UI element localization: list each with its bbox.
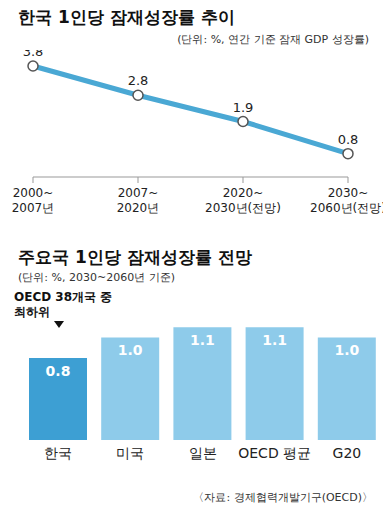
- html-text:한국 1인당 잠재성장률 추이: 한국 1인당 잠재성장률 추이: [18, 7, 235, 27]
- svg-text:0.8: 0.8: [46, 363, 71, 379]
- svg-text:2030~2060년(전망): 2030~2060년(전망): [310, 186, 375, 215]
- svg-text:3.8: 3.8: [23, 50, 44, 59]
- svg-text:G20: G20: [333, 445, 362, 461]
- svg-text:1.0: 1.0: [118, 342, 143, 358]
- svg-text:2.8: 2.8: [128, 73, 149, 88]
- html-text:주요국 1인당 잠재성장률 전망: 주요국 1인당 잠재성장률 전망: [18, 247, 252, 267]
- svg-text:미국: 미국: [116, 445, 144, 461]
- svg-text:0.8: 0.8: [338, 132, 359, 147]
- html-text:〈자료: 경제협력개발기구(OECD)〉: 〈자료: 경제협력개발기구(OECD)〉: [193, 491, 373, 504]
- svg-text:2000~2007년: 2000~2007년: [12, 186, 55, 215]
- svg-text:OECD 평균: OECD 평균: [238, 445, 311, 461]
- svg-text:2007~2020년: 2007~2020년: [117, 186, 160, 215]
- html-text:(단위: %, 연간 기준 잠재 GDP 성장률): (단위: %, 연간 기준 잠재 GDP 성장률): [177, 33, 369, 46]
- svg-text:1.1: 1.1: [190, 332, 215, 348]
- svg-text:한국: 한국: [44, 445, 72, 461]
- html-text:(단위: %, 2030~2060년 기준): (단위: %, 2030~2060년 기준): [18, 271, 175, 284]
- svg-text:1.0: 1.0: [334, 342, 359, 358]
- svg-text:1.1: 1.1: [262, 332, 287, 348]
- svg-text:일본: 일본: [189, 445, 217, 461]
- svg-text:1.9: 1.9: [233, 100, 254, 115]
- html-text:OECD 38개국 중 최하위: OECD 38개국 중 최하위: [14, 290, 113, 319]
- svg-text:2020~2030년(전망): 2020~2030년(전망): [205, 186, 281, 215]
